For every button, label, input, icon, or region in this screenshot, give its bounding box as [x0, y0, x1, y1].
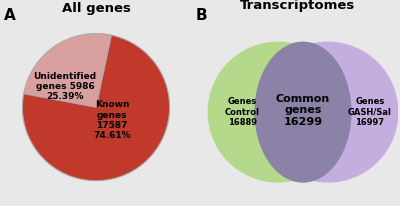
Circle shape [258, 42, 398, 182]
Text: Genes
GASH/Sal
16997: Genes GASH/Sal 16997 [348, 97, 392, 127]
Text: Genes
Control
16889: Genes Control 16889 [225, 97, 260, 127]
Ellipse shape [255, 42, 351, 182]
Text: A: A [4, 8, 16, 23]
Text: Known
genes
17587
74.61%: Known genes 17587 74.61% [93, 100, 131, 140]
Circle shape [208, 42, 348, 182]
Wedge shape [24, 34, 111, 107]
Text: Common
genes
16299: Common genes 16299 [276, 94, 330, 127]
Text: Unidentified
genes 5986
25.39%: Unidentified genes 5986 25.39% [34, 72, 97, 101]
Wedge shape [22, 35, 170, 181]
Text: B: B [196, 8, 208, 23]
Title: Transcriptomes: Transcriptomes [240, 0, 356, 12]
Title: All genes: All genes [62, 2, 130, 15]
